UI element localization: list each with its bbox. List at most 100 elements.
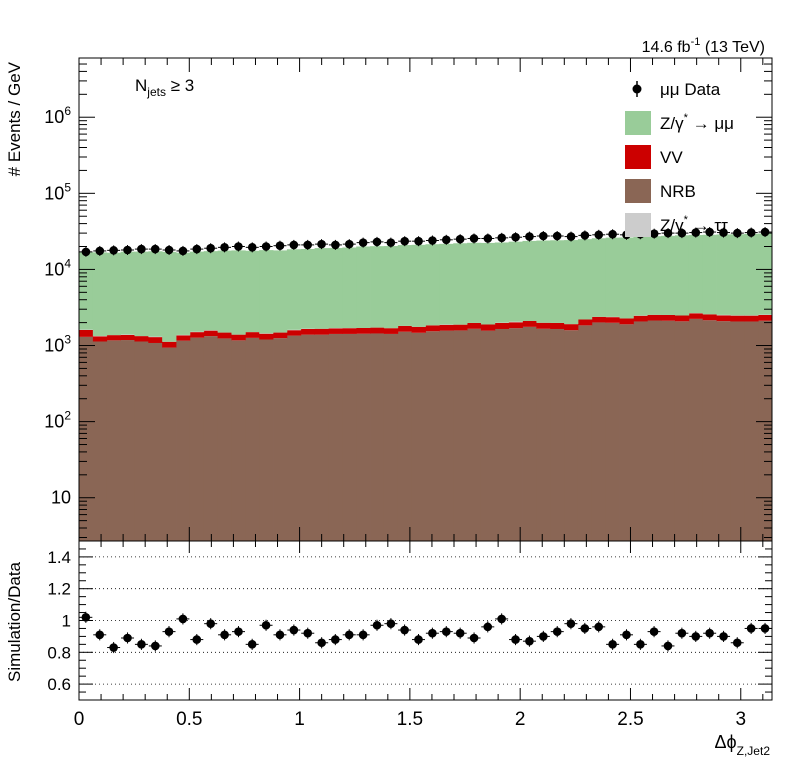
bar-vv-27 [453, 324, 468, 331]
bar-vv-17 [314, 328, 329, 335]
ratio-point-38 [608, 640, 617, 649]
data-point-25 [428, 236, 437, 245]
bar-nrb-15 [286, 335, 302, 541]
legend-swatch-zmumu [625, 111, 651, 135]
bar-nrb-23 [397, 331, 413, 541]
bar-nrb-10 [217, 338, 232, 541]
bar-vv-33 [536, 322, 551, 329]
data-point-26 [441, 235, 451, 245]
ratio-axes: 0 0.5 1 1.5 2 2.5 3 0.6 0.8 1 1.2 1.4 [47, 541, 772, 730]
bar-zmumu-10 [217, 250, 232, 333]
bar-nrb-7 [176, 340, 191, 541]
bar-nrb-4 [134, 341, 149, 541]
data-point-17 [317, 239, 326, 249]
bar-zmumu-27 [453, 243, 468, 325]
bar-nrb-49 [758, 320, 773, 541]
data-point-7 [178, 246, 188, 256]
bar-vv-38 [605, 317, 620, 323]
bar-vv-4 [134, 336, 149, 342]
data-point-2 [109, 246, 118, 255]
data-point-12 [247, 243, 257, 252]
bar-vv-10 [217, 332, 232, 339]
data-point-21 [372, 237, 382, 247]
bar-vv-44 [688, 313, 704, 319]
ratio-point-12 [247, 640, 257, 649]
bar-vv-30 [494, 322, 510, 329]
bar-zmumu-46 [716, 234, 731, 315]
legend-entry-vv: VV [625, 145, 683, 169]
ratio-ytick-label-1: 0.8 [47, 643, 71, 662]
ratio-point-29 [483, 622, 493, 632]
bar-vv-18 [328, 328, 343, 334]
ratio-point-47 [732, 638, 742, 648]
bar-zmumu-17 [314, 248, 329, 329]
bar-zmumu-1 [92, 252, 108, 336]
bar-zmumu-37 [591, 238, 607, 317]
bar-zmumu-6 [162, 251, 177, 342]
bar-nrb-5 [148, 342, 163, 541]
ratio-point-2 [109, 643, 118, 652]
ratio-point-15 [289, 625, 299, 635]
bar-nrb-34 [550, 328, 565, 541]
top-ytick-label-0: 10 [51, 488, 71, 508]
bar-nrb-36 [577, 325, 593, 541]
bar-zmumu-5 [148, 251, 163, 337]
bar-zmumu-35 [564, 240, 579, 325]
ratio-point-3 [123, 633, 132, 643]
bar-nrb-9 [203, 336, 218, 541]
ratio-point-43 [677, 628, 687, 638]
top-ytick-label-3: 104 [44, 256, 71, 279]
bar-vv-23 [397, 325, 413, 332]
bar-zmumu-33 [536, 240, 551, 323]
bar-zmumu-38 [605, 237, 620, 317]
bar-zmumu-45 [702, 234, 717, 315]
data-point-19 [344, 239, 354, 249]
bar-zmumu-4 [134, 251, 149, 337]
bar-zmumu-49 [758, 233, 773, 315]
legend-label-vv: VV [660, 148, 683, 167]
bar-zmumu-13 [259, 250, 274, 334]
legend: μμ Data Z/γ* → μμ VV NRB Z/γ* → ττ [625, 80, 734, 237]
bar-nrb-20 [356, 333, 371, 541]
legend-entry-ztautau: Z/γ* → ττ [625, 213, 728, 237]
ratio-point-37 [594, 622, 604, 632]
data-point-46 [719, 228, 728, 237]
bar-nrb-1 [92, 341, 108, 541]
bar-zmumu-30 [494, 242, 510, 323]
bar-zmumu-32 [522, 240, 537, 321]
x-tick-label-0: 0 [74, 709, 85, 730]
data-point-43 [677, 228, 687, 238]
data-point-35 [566, 232, 576, 241]
bar-zmumu-20 [356, 246, 371, 328]
top-y-axis-label: # Events / GeV [5, 61, 24, 176]
data-point-48 [746, 228, 756, 237]
data-point-42 [663, 228, 673, 238]
bar-nrb-6 [162, 347, 177, 541]
bar-vv-22 [383, 328, 399, 334]
ratio-ytick-label-2: 1 [62, 612, 71, 631]
bar-vv-3 [120, 334, 135, 341]
bar-nrb-33 [536, 328, 551, 541]
bar-nrb-40 [633, 321, 648, 541]
ratio-point-1 [95, 630, 105, 640]
bar-nrb-12 [245, 337, 260, 541]
data-point-44 [691, 228, 701, 237]
data-point-41 [649, 229, 659, 238]
bar-nrb-13 [259, 339, 274, 541]
ratio-point-18 [331, 635, 340, 644]
data-point-30 [497, 233, 507, 243]
bar-vv-6 [162, 341, 177, 348]
ratio-point-23 [400, 625, 409, 635]
bar-zmumu-42 [661, 235, 676, 315]
data-point-31 [511, 232, 520, 242]
data-point-23 [400, 236, 410, 246]
data-point-8 [192, 244, 202, 254]
bar-zmumu-7 [176, 252, 191, 335]
legend-entry-nrb: NRB [625, 179, 696, 203]
data-point-33 [539, 231, 548, 241]
ratio-point-32 [525, 636, 534, 646]
bar-zmumu-0 [79, 252, 94, 330]
ratio-ytick-label-0: 0.6 [47, 675, 71, 694]
legend-swatch-nrb [625, 179, 651, 203]
bar-vv-13 [259, 333, 274, 340]
